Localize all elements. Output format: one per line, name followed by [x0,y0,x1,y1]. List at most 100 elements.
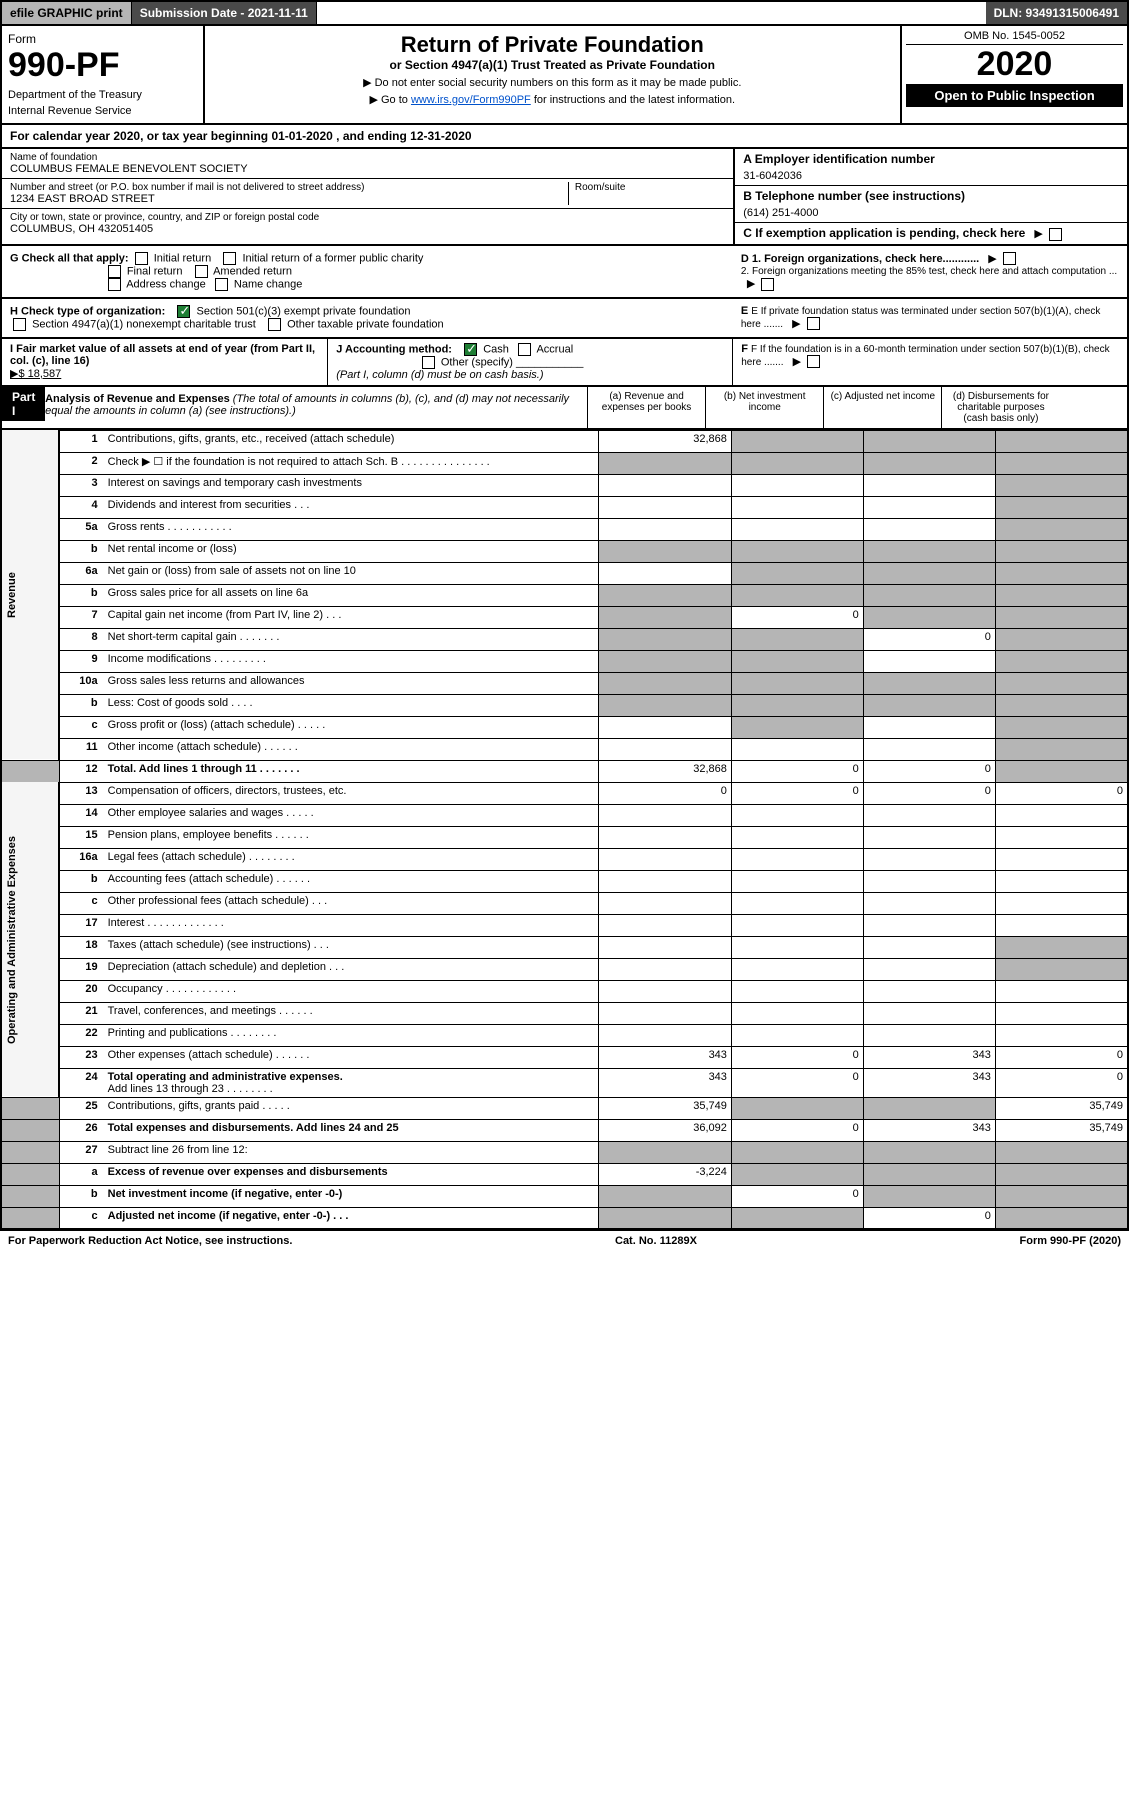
g-label: G Check all that apply: [10,252,129,264]
cb-initial-former[interactable] [223,252,236,265]
form-header: Form 990-PF Department of the Treasury I… [0,26,1129,125]
dln-number: DLN: 93491315006491 [986,2,1127,24]
line-2: Check ▶ ☐ if the foundation is not requi… [104,452,599,474]
j-cash: Cash [483,343,509,355]
addr-label: Number and street (or P.O. box number if… [10,182,568,193]
line-20: Occupancy . . . . . . . . . . . . [104,980,599,1002]
arrow-icon: ▶ [1034,227,1042,240]
line-10b: Less: Cost of goods sold . . . . [104,694,599,716]
d1-label: D 1. Foreign organizations, check here..… [741,253,979,265]
l23-d: 0 [995,1046,1128,1068]
cb-initial[interactable] [135,252,148,265]
col-a-header: (a) Revenue and expenses per books [587,387,705,428]
l25-a: 35,749 [599,1097,732,1119]
line-5b: Net rental income or (loss) [104,540,599,562]
arrow-icon-f: ▶ [793,355,801,368]
tel-value: (614) 251-4000 [743,203,1119,219]
irs-label: Internal Revenue Service [8,105,197,117]
form-note-2: ▶ Go to www.irs.gov/Form990PF for instru… [211,93,895,106]
line-21: Travel, conferences, and meetings . . . … [104,1002,599,1024]
col-d-header: (d) Disbursements for charitable purpose… [941,387,1059,428]
line-27: Subtract line 26 from line 12: [104,1141,599,1163]
open-public-label: Open to Public Inspection [906,84,1123,107]
cb-amended[interactable] [195,265,208,278]
line-24: Total operating and administrative expen… [108,1071,343,1083]
cb-4947[interactable] [13,318,26,331]
l24-b: 0 [731,1068,863,1097]
l27b-b: 0 [731,1185,863,1207]
cb-other-tax[interactable] [268,318,281,331]
line-27a: Excess of revenue over expenses and disb… [104,1163,599,1185]
revenue-side-label: Revenue [1,430,59,760]
j-accrual: Accrual [536,343,573,355]
initial-return: Initial return [154,252,211,264]
tax-year: 2020 [906,45,1123,84]
line-26: Total expenses and disbursements. Add li… [104,1119,599,1141]
cb-501c3[interactable] [177,305,190,318]
j-other: Other (specify) [441,356,513,368]
cb-f[interactable] [807,355,820,368]
cb-d2[interactable] [761,278,774,291]
amended-return: Amended return [213,265,292,277]
ein-value: 31-6042036 [743,166,1119,182]
l13-d: 0 [995,782,1128,804]
line-16b: Accounting fees (attach schedule) . . . … [104,870,599,892]
cb-cash[interactable] [464,343,477,356]
line-16c: Other professional fees (attach schedule… [104,892,599,914]
expenses-side-label: Operating and Administrative Expenses [1,782,59,1097]
line-11: Other income (attach schedule) . . . . .… [104,738,599,760]
cb-final[interactable] [108,265,121,278]
i-label: I Fair market value of all assets at end… [10,343,315,367]
line-27b: Net investment income (if negative, ente… [104,1185,599,1207]
col-b-header: (b) Net investment income [705,387,823,428]
footer-right: Form 990-PF (2020) [1020,1235,1121,1247]
submission-date: Submission Date - 2021-11-11 [132,2,317,24]
line-15: Pension plans, employee benefits . . . .… [104,826,599,848]
col-c-header: (c) Adjusted net income [823,387,941,428]
cb-addr-change[interactable] [108,278,121,291]
arrow-icon-d2: ▶ [747,277,755,290]
part1-header-row: Part I Analysis of Revenue and Expenses … [0,387,1129,430]
line-17: Interest . . . . . . . . . . . . . [104,914,599,936]
line-6a: Net gain or (loss) from sale of assets n… [104,562,599,584]
l26-c: 343 [863,1119,995,1141]
l7-b: 0 [731,606,863,628]
l13-a: 0 [599,782,732,804]
l23-b: 0 [731,1046,863,1068]
c-pending-label: C If exemption application is pending, c… [743,226,1025,240]
top-header: efile GRAPHIC print Submission Date - 20… [0,0,1129,26]
check-section-g: G Check all that apply: Initial return I… [0,246,1129,299]
irs-link[interactable]: www.irs.gov/Form990PF [411,94,531,106]
line-7: Capital gain net income (from Part IV, l… [104,606,599,628]
form-word: Form [8,32,197,46]
l1-a: 32,868 [599,430,732,452]
cb-accrual[interactable] [518,343,531,356]
omb-number: OMB No. 1545-0052 [906,30,1123,45]
addr-change: Address change [126,278,206,290]
l23-a: 343 [599,1046,732,1068]
i-value: ▶$ 18,587 [10,368,61,380]
final-return: Final return [127,265,183,277]
line-18: Taxes (attach schedule) (see instruction… [104,936,599,958]
note2-post: for instructions and the latest informat… [531,94,735,106]
cb-d1[interactable] [1003,252,1016,265]
footer-mid: Cat. No. 11289X [615,1235,697,1247]
line-5a: Gross rents . . . . . . . . . . . [104,518,599,540]
cb-name-change[interactable] [215,278,228,291]
arrow-icon-d1: ▶ [988,252,996,265]
cb-e[interactable] [807,317,820,330]
room-label: Room/suite [575,182,626,193]
cb-other[interactable] [422,356,435,369]
form-title: Return of Private Foundation [211,32,895,58]
j-label: J Accounting method: [336,343,452,355]
line-24b: Add lines 13 through 23 . . . . . . . . [108,1083,273,1095]
line-8: Net short-term capital gain . . . . . . … [104,628,599,650]
entity-info: Name of foundation COLUMBUS FEMALE BENEV… [0,149,1129,246]
line-22: Printing and publications . . . . . . . … [104,1024,599,1046]
part1-title: Analysis of Revenue and Expenses [45,393,230,405]
l8-c: 0 [863,628,995,650]
footer-left: For Paperwork Reduction Act Notice, see … [8,1235,292,1247]
line-23: Other expenses (attach schedule) . . . .… [104,1046,599,1068]
l23-c: 343 [863,1046,995,1068]
c-checkbox[interactable] [1049,228,1062,241]
